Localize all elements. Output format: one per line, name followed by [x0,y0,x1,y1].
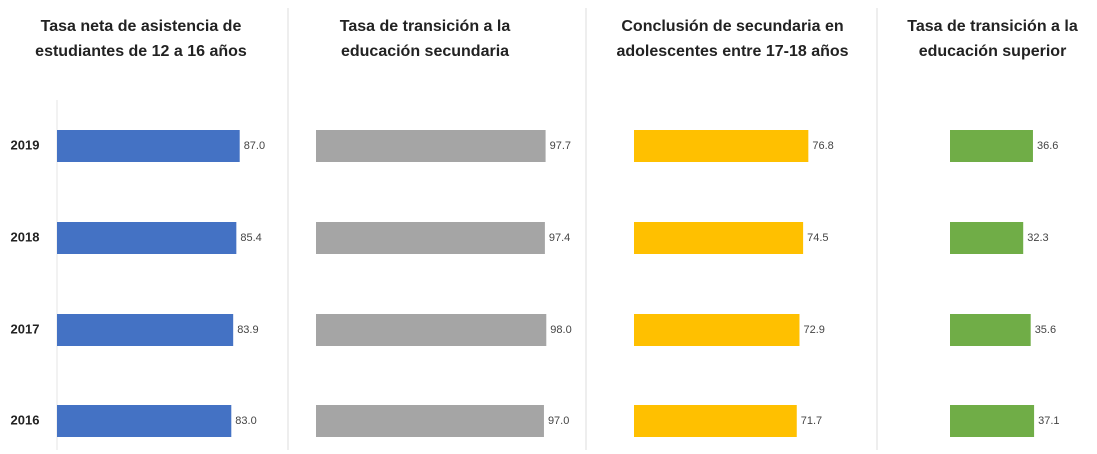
bar [634,130,809,162]
bar [316,130,546,162]
data-label: 97.0 [548,415,569,427]
bar [57,314,234,346]
bar [57,222,237,254]
bar [950,222,1024,254]
y-tick-label: 2017 [11,321,40,336]
bar [57,405,232,437]
bar [316,314,547,346]
data-label: 71.7 [801,415,822,427]
data-label: 74.5 [807,232,828,244]
data-label: 97.4 [549,232,570,244]
data-label: 87.0 [244,140,265,152]
bar [316,222,545,254]
bar [57,130,240,162]
y-tick-label: 2018 [11,229,40,244]
data-label: 76.8 [812,140,833,152]
y-tick-label: 2019 [11,137,40,152]
data-label: 85.4 [240,232,261,244]
data-label: 36.6 [1037,140,1058,152]
panel-title: Tasa de transición a la educación superi… [907,18,1078,60]
bar [634,222,804,254]
data-label: 72.9 [803,324,824,336]
panel-title: Tasa de transición a la educación secund… [339,18,511,60]
data-label: 37.1 [1038,415,1059,427]
bar [634,314,800,346]
panel-title: Tasa neta de asistencia de estudiantes d… [35,18,247,60]
data-label: 98.0 [550,324,571,336]
bar [316,405,544,437]
bar [950,314,1031,346]
y-tick-label: 2016 [11,412,40,427]
data-label: 35.6 [1035,324,1056,336]
bar [634,405,797,437]
bar [950,130,1033,162]
data-label: 83.0 [235,415,256,427]
panel-title: Conclusión de secundaria en adolescentes… [616,18,849,60]
data-label: 32.3 [1027,232,1048,244]
data-label: 83.9 [237,324,258,336]
data-label: 97.7 [550,140,571,152]
bar [950,405,1035,437]
